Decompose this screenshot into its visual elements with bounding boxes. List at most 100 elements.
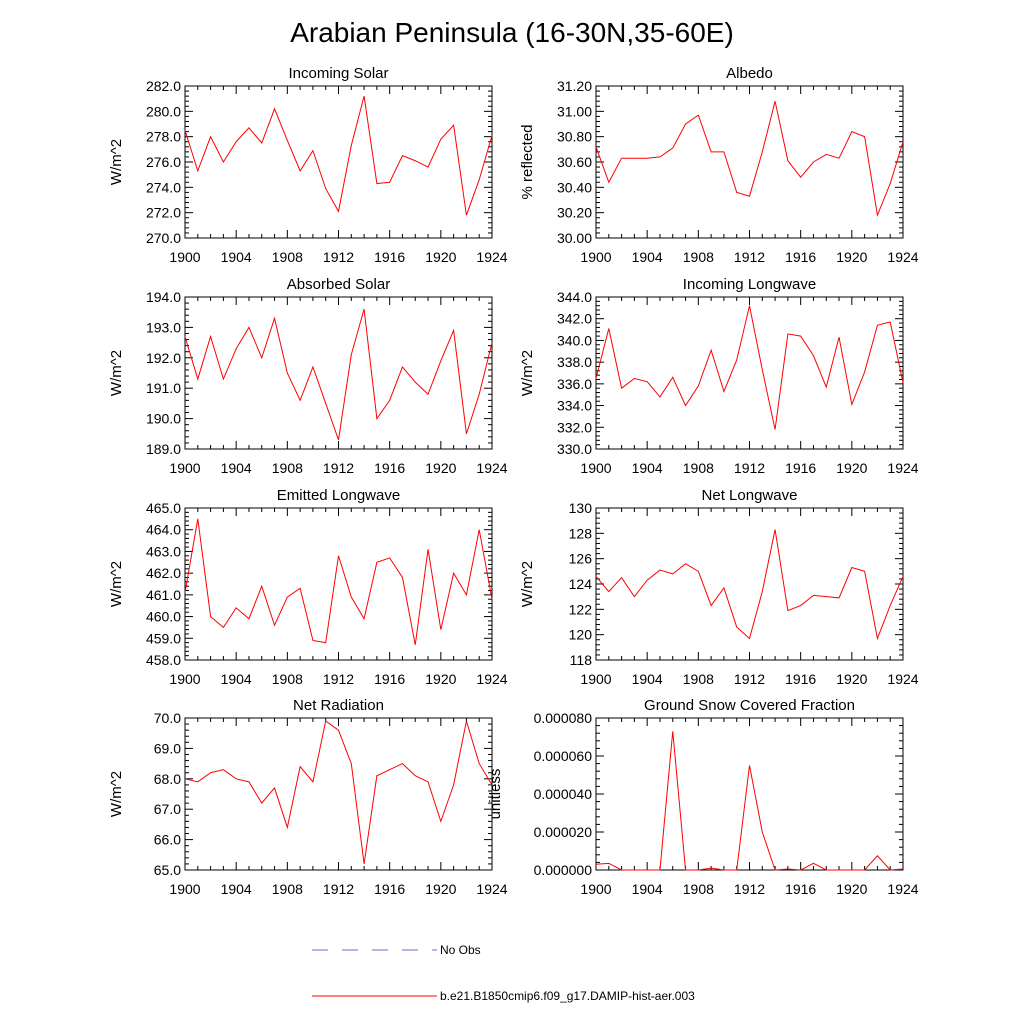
y-tick-label: 30.80 bbox=[557, 129, 592, 145]
plot-frame bbox=[595, 717, 904, 871]
panel-title: Ground Snow Covered Fraction bbox=[644, 697, 855, 714]
x-tick-label: 1908 bbox=[272, 881, 303, 897]
panel-title: Emitted Longwave bbox=[277, 487, 400, 504]
y-tick-label: 465.0 bbox=[146, 500, 181, 516]
y-axis-label: % reflected bbox=[519, 124, 536, 199]
y-tick-label: 0.000060 bbox=[534, 748, 593, 764]
y-tick-label: 463.0 bbox=[146, 543, 181, 559]
plot-frame bbox=[595, 296, 904, 450]
y-tick-label: 276.0 bbox=[146, 154, 181, 170]
legend-model-label: b.e21.B1850cmip6.f09_g17.DAMIP-hist-aer.… bbox=[440, 989, 695, 1003]
y-tick-label: 194.0 bbox=[146, 289, 181, 305]
y-axis-label: W/m^2 bbox=[108, 561, 125, 607]
x-tick-label: 1904 bbox=[221, 671, 252, 687]
y-tick-label: 122 bbox=[569, 601, 593, 617]
y-tick-label: 130 bbox=[569, 500, 593, 516]
y-tick-label: 192.0 bbox=[146, 350, 181, 366]
panel-title: Net Radiation bbox=[293, 697, 384, 714]
y-tick-label: 334.0 bbox=[557, 398, 592, 414]
y-tick-label: 338.0 bbox=[557, 354, 592, 370]
series-line bbox=[595, 101, 904, 218]
y-tick-label: 278.0 bbox=[146, 129, 181, 145]
series-line bbox=[184, 96, 493, 216]
y-tick-label: 118 bbox=[570, 652, 593, 668]
legend-obs-label: No Obs bbox=[440, 943, 481, 957]
y-axis-label: W/m^2 bbox=[519, 561, 536, 607]
x-tick-label: 1912 bbox=[734, 460, 765, 476]
x-tick-label: 1924 bbox=[887, 881, 918, 897]
y-tick-label: 70.0 bbox=[154, 710, 181, 726]
y-tick-label: 69.0 bbox=[154, 740, 181, 756]
panel-emitted-longwave: Emitted Longwave W/m^2 1900 1904 1908 1912 191… bbox=[108, 487, 508, 687]
x-tick-label: 1920 bbox=[425, 881, 456, 897]
y-tick-label: 464.0 bbox=[146, 522, 181, 538]
y-axis-label: W/m^2 bbox=[108, 139, 125, 185]
x-tick-label: 1916 bbox=[374, 460, 405, 476]
panel-title: Incoming Longwave bbox=[683, 276, 816, 293]
x-tick-label: 1900 bbox=[580, 671, 611, 687]
x-tick-label: 1916 bbox=[785, 881, 816, 897]
x-tick-label: 1920 bbox=[425, 460, 456, 476]
x-tick-label: 1904 bbox=[632, 249, 663, 265]
x-tick-label: 1900 bbox=[169, 249, 200, 265]
x-tick-label: 1908 bbox=[683, 671, 714, 687]
x-tick-label: 1916 bbox=[374, 249, 405, 265]
figure-title: Arabian Peninsula (16-30N,35-60E) bbox=[290, 17, 734, 48]
x-tick-label: 1924 bbox=[476, 671, 507, 687]
panel-net-radiation: Net Radiation W/m^2 1900 1904 1908 1912 1916 19… bbox=[108, 697, 508, 897]
plot-frame bbox=[184, 85, 493, 239]
x-tick-label: 1912 bbox=[323, 881, 354, 897]
y-tick-label: 272.0 bbox=[146, 205, 181, 221]
y-tick-label: 330.0 bbox=[557, 441, 592, 457]
y-tick-label: 120 bbox=[569, 627, 593, 643]
y-tick-label: 0.000000 bbox=[534, 862, 593, 878]
y-tick-label: 30.40 bbox=[557, 179, 592, 195]
y-tick-label: 190.0 bbox=[146, 411, 181, 427]
y-tick-label: 332.0 bbox=[557, 419, 592, 435]
legend: No Obs b.e21.B1850cmip6.f09_g17.DAMIP-hi… bbox=[312, 943, 695, 1003]
x-tick-label: 1924 bbox=[476, 881, 507, 897]
x-tick-label: 1920 bbox=[836, 249, 867, 265]
plot-frame bbox=[595, 85, 904, 239]
y-tick-label: 0.000020 bbox=[534, 824, 593, 840]
x-tick-label: 1900 bbox=[580, 881, 611, 897]
y-tick-label: 460.0 bbox=[146, 609, 181, 625]
series-line bbox=[184, 720, 493, 864]
y-tick-label: 30.00 bbox=[557, 230, 592, 246]
y-tick-label: 65.0 bbox=[154, 862, 181, 878]
y-axis-label: W/m^2 bbox=[108, 350, 125, 396]
y-tick-label: 461.0 bbox=[146, 587, 181, 603]
y-axis-label: W/m^2 bbox=[519, 350, 536, 396]
x-tick-label: 1924 bbox=[887, 249, 918, 265]
x-tick-label: 1912 bbox=[734, 881, 765, 897]
x-tick-label: 1920 bbox=[836, 460, 867, 476]
x-tick-label: 1900 bbox=[169, 881, 200, 897]
x-tick-label: 1920 bbox=[425, 671, 456, 687]
panel-net-longwave: Net Longwave W/m^2 1900 1904 1908 1912 1916 192… bbox=[519, 487, 919, 687]
x-tick-label: 1916 bbox=[785, 671, 816, 687]
x-tick-label: 1908 bbox=[272, 460, 303, 476]
x-tick-label: 1908 bbox=[683, 249, 714, 265]
y-tick-label: 282.0 bbox=[146, 78, 181, 94]
x-tick-label: 1900 bbox=[580, 249, 611, 265]
x-tick-label: 1900 bbox=[169, 460, 200, 476]
y-tick-label: 274.0 bbox=[146, 179, 181, 195]
x-tick-label: 1912 bbox=[734, 671, 765, 687]
x-tick-label: 1904 bbox=[221, 460, 252, 476]
x-tick-label: 1908 bbox=[683, 460, 714, 476]
series-line bbox=[184, 309, 493, 441]
x-tick-label: 1912 bbox=[323, 249, 354, 265]
y-tick-label: 340.0 bbox=[557, 332, 592, 348]
x-tick-label: 1920 bbox=[425, 249, 456, 265]
panel-title: Incoming Solar bbox=[288, 65, 388, 82]
y-tick-label: 280.0 bbox=[146, 103, 181, 119]
series-line bbox=[595, 731, 904, 871]
x-tick-label: 1912 bbox=[734, 249, 765, 265]
panel-title: Absorbed Solar bbox=[287, 276, 390, 293]
x-tick-label: 1924 bbox=[476, 460, 507, 476]
plot-frame bbox=[184, 507, 493, 661]
y-tick-label: 458.0 bbox=[146, 652, 181, 668]
y-tick-label: 30.60 bbox=[557, 154, 592, 170]
x-tick-label: 1904 bbox=[221, 881, 252, 897]
panel-title: Albedo bbox=[726, 65, 773, 82]
